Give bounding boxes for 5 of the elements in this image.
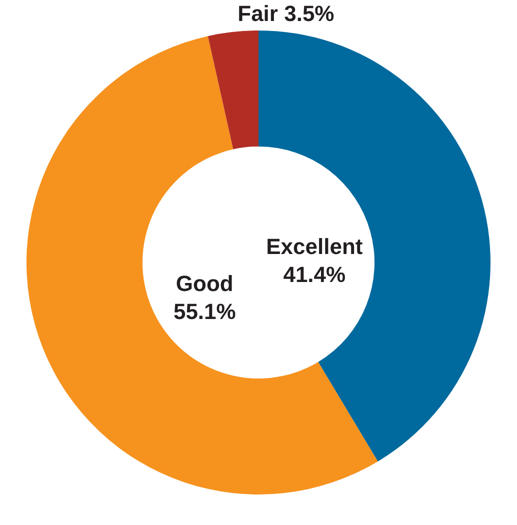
slice-label: Good (176, 271, 234, 296)
data-label: 41.4% (283, 262, 346, 288)
slice-label: Fair 3.5% (238, 1, 334, 26)
slice-label: Excellent (266, 234, 364, 260)
data-label: 55.1% (173, 299, 236, 324)
